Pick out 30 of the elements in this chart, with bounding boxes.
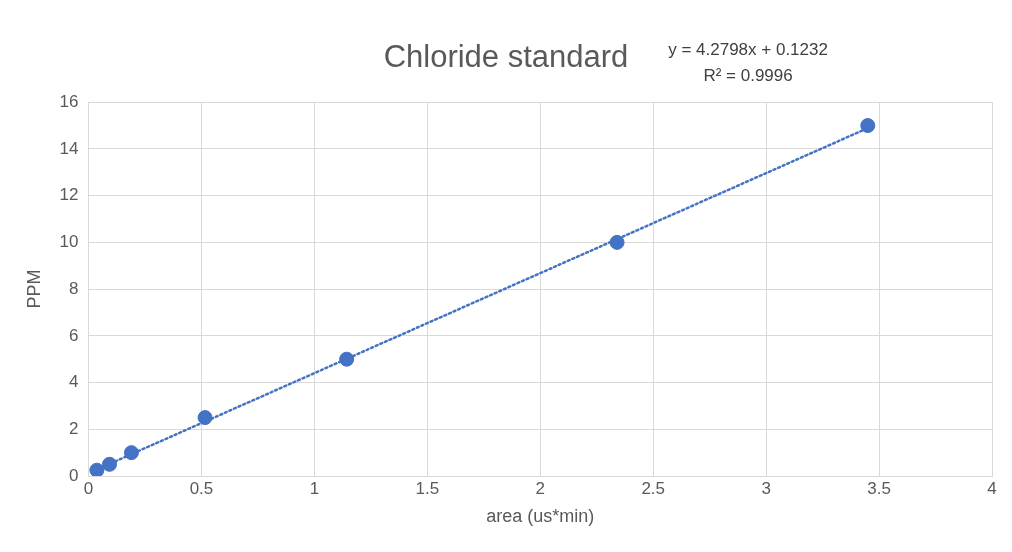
x-tick-label: 1.5: [415, 478, 440, 498]
y-tick-label: 8: [69, 278, 79, 298]
point: [102, 456, 118, 472]
y-tick-label: 14: [59, 138, 79, 158]
x-tick-label: 3.5: [867, 478, 891, 498]
x-tick-label: 2.5: [641, 478, 666, 498]
x-tick-label: 3: [761, 478, 771, 498]
y-tick-label: 0: [69, 465, 79, 485]
x-tick-label: 4: [987, 478, 997, 498]
chart-title: Chloride standard: [383, 39, 629, 75]
x-tick-label: 0: [83, 478, 94, 498]
y-tick-label: 4: [69, 372, 79, 392]
y-tick-label: 12: [59, 185, 79, 205]
point: [860, 118, 876, 134]
y-tick-label: 16: [59, 91, 79, 111]
point: [123, 445, 139, 461]
text: R² = 0.9996: [703, 66, 793, 86]
y-tick-label: 6: [69, 325, 79, 345]
x-tick-label: 1: [309, 478, 320, 498]
x-tick-label: 2: [535, 478, 545, 498]
y-tick-label: 10: [59, 232, 79, 252]
point: [339, 351, 355, 367]
y-tick-label: 2: [69, 418, 79, 438]
point: [197, 410, 213, 426]
point: [89, 462, 105, 476]
text: y = 4.2798x + 0.1232: [668, 40, 828, 60]
point: [609, 234, 625, 250]
y-axis-title: PPM: [23, 269, 44, 309]
x-axis-title: area (us*min): [486, 506, 595, 527]
x-tick-label: 0.5: [189, 478, 214, 498]
